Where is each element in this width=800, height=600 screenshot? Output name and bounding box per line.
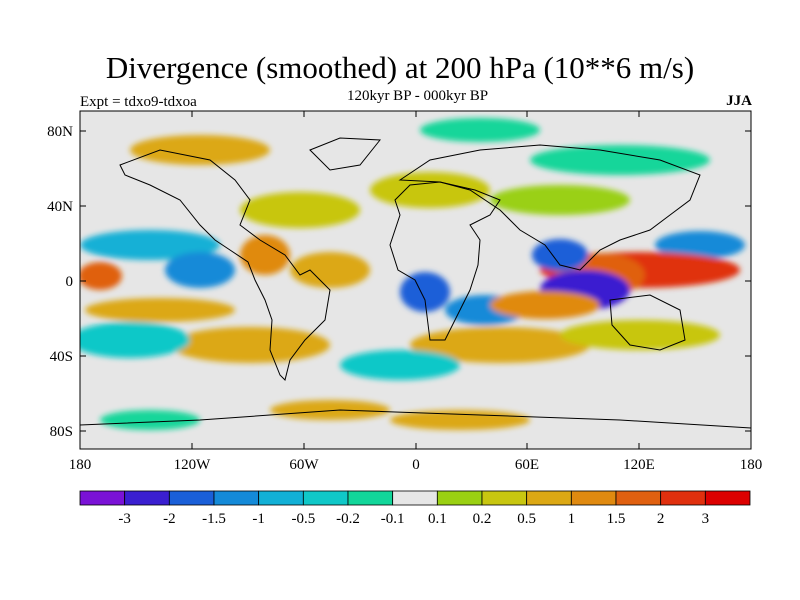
colorbar-swatch [347, 490, 394, 506]
field-blob [290, 252, 370, 288]
field-blob [165, 252, 235, 288]
axis-ticks [79, 111, 752, 449]
colorbar-label: -3 [118, 511, 131, 527]
colorbar-label: -0.5 [291, 511, 315, 527]
colorbar-swatch [704, 490, 751, 506]
field-blob [370, 172, 490, 208]
coastlines [80, 137, 751, 429]
colorbar-label: 0.5 [517, 511, 536, 527]
longitude-label: 180 [740, 457, 763, 473]
field-blob [85, 298, 235, 322]
longitude-label: 120W [174, 457, 212, 473]
antarctica-coastline [80, 409, 751, 429]
colorbar-label: -2 [163, 511, 176, 527]
australia-coastline [609, 294, 686, 351]
greenland-coastline [309, 137, 382, 171]
field-blob [130, 135, 270, 165]
longitude-label: 120E [623, 457, 655, 473]
colorbar-swatch [213, 490, 260, 506]
field-blob [560, 320, 720, 350]
field-blob [170, 327, 330, 363]
field-blob [655, 231, 745, 259]
field-blob [400, 272, 450, 312]
colorbar-swatch [615, 490, 662, 506]
colorbar-label: -1.5 [202, 511, 226, 527]
field-blob [240, 235, 290, 275]
colorbar-label: 1 [568, 511, 576, 527]
field-blob [490, 291, 600, 319]
colorbar-swatch [392, 490, 438, 506]
colorbar-swatch [79, 490, 126, 506]
africa-coastline [389, 181, 501, 341]
colorbar-label: 2 [657, 511, 665, 527]
field-blob [100, 410, 200, 430]
field-blob [490, 185, 630, 215]
field-blob [270, 400, 390, 420]
colorbar-swatch [481, 490, 528, 506]
colorbar-swatch [168, 490, 215, 506]
colorbar-swatch [124, 490, 170, 506]
field-blob [80, 230, 220, 260]
colorbar-label: -0.2 [336, 511, 360, 527]
field-blob [80, 322, 190, 358]
colorbar-label: -0.1 [381, 511, 405, 527]
colorbar-swatch [660, 490, 706, 506]
map-subtitle: 120kyr BP - 000kyr BP [346, 88, 489, 104]
field-blob [240, 192, 360, 228]
latitude-label: 40S [50, 349, 73, 365]
longitude-label: 60E [515, 457, 539, 473]
field-blob [410, 327, 590, 363]
longitude-labels: 180 120W 60W 0 60E 120E 180 [69, 457, 763, 473]
colorbar-label: 0.1 [428, 511, 447, 527]
colorbar-swatch [436, 490, 483, 506]
colorbar-label: 0.2 [473, 511, 492, 527]
longitude-label: 180 [69, 457, 92, 473]
field-blob [390, 410, 530, 430]
colorbar-swatch [526, 490, 572, 506]
latitude-label: 80N [47, 124, 73, 140]
map-title: Divergence (smoothed) at 200 hPa (10**6 … [105, 50, 695, 85]
field-blob [80, 262, 122, 290]
colorbar-label: 3 [702, 511, 710, 527]
latitude-label: 40N [47, 199, 73, 215]
season-label: JJA [726, 93, 752, 109]
field-blob [530, 145, 710, 175]
divergence-field [80, 118, 751, 430]
colorbar-label: -1 [252, 511, 265, 527]
field-blob [420, 118, 540, 142]
longitude-label: 60W [289, 457, 319, 473]
latitude-labels: 80N 40N 0 40S 80S [47, 124, 73, 440]
field-blob [340, 350, 460, 380]
colorbar-swatch [570, 490, 617, 506]
colorbar-label: 1.5 [607, 511, 626, 527]
colorbar-swatch [258, 490, 304, 506]
longitude-label: 0 [412, 457, 420, 473]
colorbar-swatch [302, 490, 349, 506]
americas-coastline [119, 149, 331, 381]
colorbar: -3 -2 -1.5 -1 -0.5 -0.2 -0.1 0.1 0.2 0.5 1 1.5 2 3 [79, 490, 751, 527]
latitude-label: 0 [66, 274, 74, 290]
latitude-label: 80S [50, 424, 73, 440]
eurasia-coastline [398, 144, 701, 271]
experiment-label: Expt = tdxo9-tdxoa [80, 94, 197, 110]
field-blob [532, 239, 588, 271]
